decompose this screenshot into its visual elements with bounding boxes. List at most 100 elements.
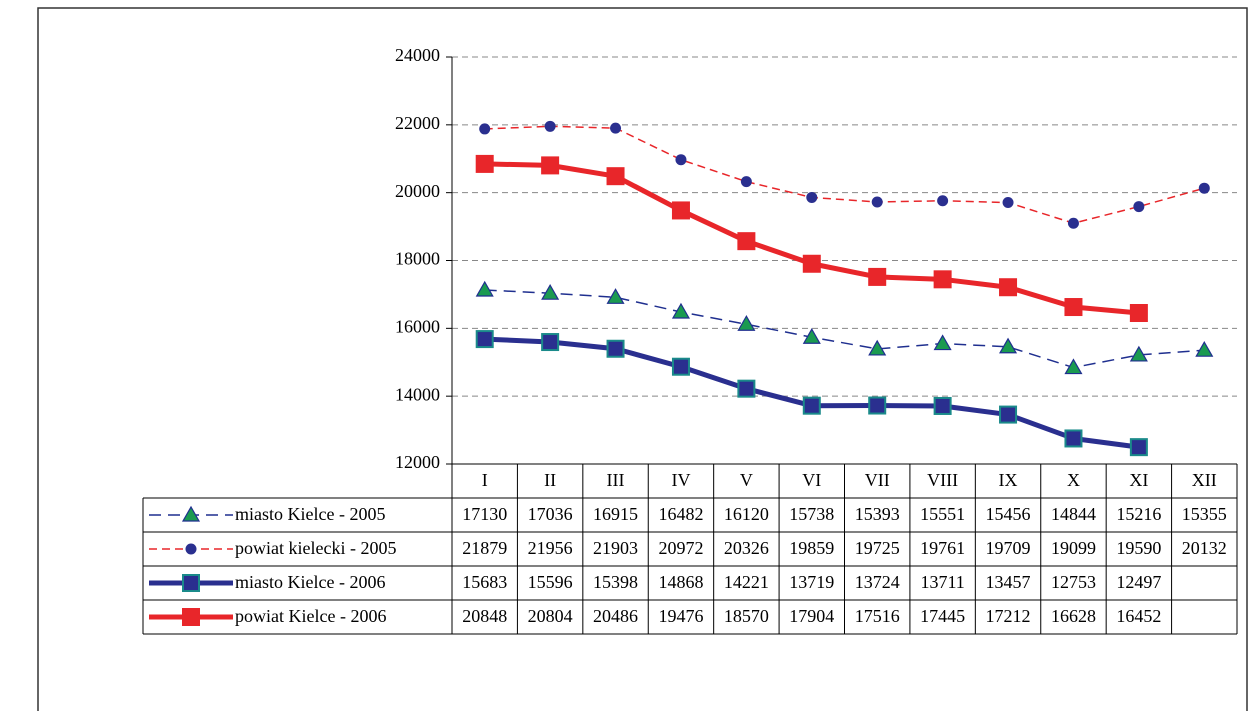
marker xyxy=(1002,197,1014,209)
x-tick-label: II xyxy=(544,470,556,490)
marker xyxy=(606,339,625,358)
table-value: 16915 xyxy=(593,504,638,524)
table-value: 15398 xyxy=(593,572,638,592)
table-value: 15596 xyxy=(528,572,573,592)
table-value: 20972 xyxy=(658,538,703,558)
marker xyxy=(999,337,1018,354)
table-value: 20326 xyxy=(724,538,769,558)
marker xyxy=(610,122,622,134)
table-value: 13457 xyxy=(986,572,1031,592)
legend-label: miasto Kielce - 2005 xyxy=(235,504,385,524)
table-value: 13719 xyxy=(789,572,834,592)
x-tick-label: XI xyxy=(1129,470,1148,490)
x-tick-label: X xyxy=(1067,470,1080,490)
table-value: 21956 xyxy=(528,538,573,558)
legend-label: powiat kielecki - 2005 xyxy=(235,538,396,558)
marker xyxy=(671,357,690,376)
series-line xyxy=(484,336,1140,450)
table-value: 15683 xyxy=(462,572,507,592)
x-tick-label: III xyxy=(607,470,625,490)
table-value: 19590 xyxy=(1116,538,1161,558)
x-tick-label: VI xyxy=(802,470,821,490)
marker xyxy=(999,278,1018,297)
marker xyxy=(1064,358,1083,375)
marker xyxy=(806,191,818,203)
table-value: 14844 xyxy=(1051,504,1096,524)
marker xyxy=(933,334,952,351)
marker xyxy=(871,196,883,208)
table-value: 17445 xyxy=(920,606,965,626)
marker xyxy=(999,405,1018,424)
table-value: 13724 xyxy=(855,572,900,592)
x-tick-label: V xyxy=(740,470,753,490)
marker xyxy=(740,176,752,188)
marker xyxy=(475,154,494,173)
legend-marker xyxy=(182,608,200,626)
table-value: 18570 xyxy=(724,606,769,626)
table-value: 17516 xyxy=(855,606,900,626)
marker xyxy=(479,123,491,135)
table-value: 17036 xyxy=(528,504,573,524)
table-value: 19859 xyxy=(789,538,834,558)
marker xyxy=(1198,182,1210,194)
x-tick-label: IV xyxy=(671,470,690,490)
marker xyxy=(675,154,687,166)
table-value: 16482 xyxy=(658,504,703,524)
marker xyxy=(544,120,556,132)
marker xyxy=(868,339,887,356)
marker xyxy=(1064,298,1083,317)
marker xyxy=(737,379,756,398)
table-value: 15393 xyxy=(855,504,900,524)
marker xyxy=(868,267,887,286)
marker xyxy=(671,302,690,319)
x-tick-label: VII xyxy=(865,470,890,490)
table-value: 20132 xyxy=(1182,538,1227,558)
marker xyxy=(737,315,756,331)
legend-marker xyxy=(182,574,200,592)
marker xyxy=(933,270,952,289)
table-value: 19709 xyxy=(986,538,1031,558)
table-value: 19099 xyxy=(1051,538,1096,558)
marker xyxy=(671,201,690,220)
x-tick-label: XII xyxy=(1192,470,1217,490)
table-value: 17130 xyxy=(462,504,507,524)
legend-marker xyxy=(181,505,201,522)
marker xyxy=(737,232,756,251)
marker xyxy=(606,167,625,186)
marker xyxy=(1067,217,1079,229)
series-line xyxy=(484,125,1205,224)
table-value: 13711 xyxy=(920,572,964,592)
table-value: 19761 xyxy=(920,538,965,558)
legend-label: miasto Kielce - 2006 xyxy=(235,572,385,592)
y-tick-label: 24000 xyxy=(395,45,440,65)
table-value: 15355 xyxy=(1182,504,1227,524)
marker xyxy=(541,333,560,352)
table-value: 15216 xyxy=(1116,504,1161,524)
table-value: 15456 xyxy=(986,504,1031,524)
table-value: 20486 xyxy=(593,606,638,626)
marker xyxy=(475,330,494,349)
series-line xyxy=(484,161,1140,316)
table-value: 16628 xyxy=(1051,606,1096,626)
marker xyxy=(541,156,560,175)
marker xyxy=(1129,304,1148,323)
table-value: 12497 xyxy=(1116,572,1161,592)
marker xyxy=(1129,345,1148,362)
marker xyxy=(475,280,494,297)
marker xyxy=(802,328,821,344)
table-value: 20804 xyxy=(528,606,573,626)
legend-marker xyxy=(185,543,197,555)
marker xyxy=(802,254,821,273)
marker xyxy=(606,288,625,304)
table-value: 17212 xyxy=(986,606,1031,626)
x-tick-label: VIII xyxy=(927,470,958,490)
x-tick-label: IX xyxy=(999,470,1018,490)
marker xyxy=(868,396,887,415)
marker xyxy=(933,396,952,415)
table-value: 12753 xyxy=(1051,572,1096,592)
marker xyxy=(1195,341,1214,357)
table-value: 15738 xyxy=(789,504,834,524)
marker xyxy=(1133,201,1145,213)
table-value: 14868 xyxy=(658,572,703,592)
